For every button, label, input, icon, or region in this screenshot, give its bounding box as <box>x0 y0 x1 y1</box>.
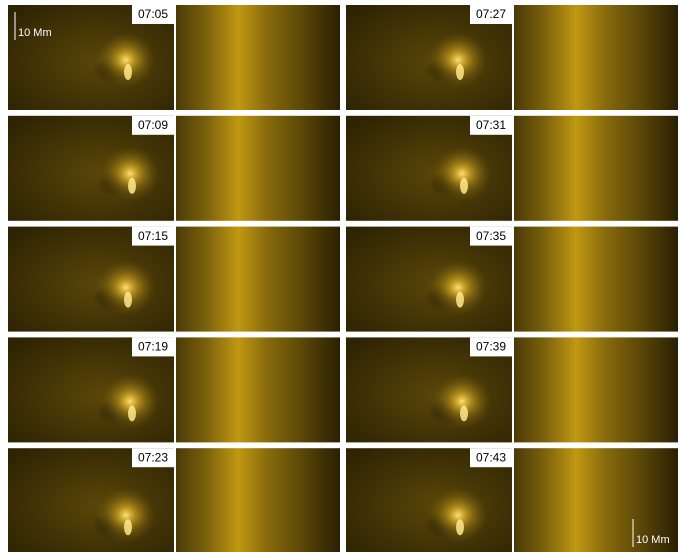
right-image <box>176 5 340 110</box>
time-box <box>470 5 512 24</box>
divider <box>512 337 514 443</box>
divider <box>174 226 176 332</box>
flare-kernel <box>128 405 136 422</box>
time-label: 07:43 <box>476 450 506 464</box>
flare-kernel <box>460 405 468 422</box>
divider <box>174 115 176 221</box>
time-label: 07:19 <box>138 340 168 354</box>
flare-kernel <box>456 519 464 536</box>
panel: 07:27 <box>346 5 678 110</box>
right-image <box>176 448 340 552</box>
time-label: 07:23 <box>138 450 168 464</box>
panel: 07:31 <box>346 115 678 221</box>
panel: 07:35 <box>346 226 678 332</box>
right-image <box>514 5 678 110</box>
flare-kernel <box>124 519 132 536</box>
time-label: 07:09 <box>138 118 168 132</box>
time-label: 07:27 <box>476 7 506 21</box>
right-image <box>514 226 678 332</box>
right-image <box>176 115 340 221</box>
active-region <box>96 259 156 316</box>
panel: 07:19 <box>8 337 340 443</box>
right-image <box>176 226 340 332</box>
divider <box>512 448 514 552</box>
active-region <box>96 32 156 88</box>
flare-kernel <box>128 177 136 194</box>
active-region <box>432 145 492 202</box>
divider <box>512 5 514 110</box>
time-box <box>470 448 512 468</box>
flare-kernel <box>124 64 132 80</box>
divider <box>512 226 514 332</box>
time-label: 07:35 <box>476 229 506 243</box>
flare-kernel <box>456 64 464 80</box>
active-region <box>428 32 488 88</box>
flare-kernel <box>456 291 464 308</box>
panel: 07:43 <box>346 448 678 552</box>
active-region <box>96 487 156 544</box>
panel: 07:09 <box>8 115 340 221</box>
divider <box>174 337 176 443</box>
right-image <box>514 337 678 443</box>
panel: 07:05 <box>8 5 340 110</box>
time-label: 07:31 <box>476 118 506 132</box>
scale-bar-label: 10 Mm <box>18 27 52 39</box>
time-box <box>132 337 174 357</box>
time-box <box>470 226 512 246</box>
panel: 07:23 <box>8 448 340 552</box>
active-region <box>428 487 488 544</box>
panel: 07:15 <box>8 226 340 332</box>
divider <box>174 448 176 552</box>
active-region <box>100 145 160 202</box>
time-label: 07:05 <box>138 7 168 21</box>
time-box <box>132 448 174 468</box>
time-box <box>132 226 174 246</box>
divider <box>174 5 176 110</box>
time-label: 07:15 <box>138 229 168 243</box>
panel: 07:39 <box>346 337 678 443</box>
time-box <box>132 115 174 135</box>
active-region <box>432 373 492 430</box>
time-box <box>470 115 512 135</box>
time-box <box>132 5 174 24</box>
active-region <box>428 259 488 316</box>
right-image <box>514 448 678 552</box>
flare-kernel <box>460 177 468 194</box>
divider <box>512 115 514 221</box>
time-label: 07:39 <box>476 340 506 354</box>
time-box <box>470 337 512 357</box>
right-image <box>514 115 678 221</box>
right-image <box>176 337 340 443</box>
scale-bar-label: 10 Mm <box>636 534 670 546</box>
active-region <box>100 373 160 430</box>
flare-kernel <box>124 291 132 308</box>
